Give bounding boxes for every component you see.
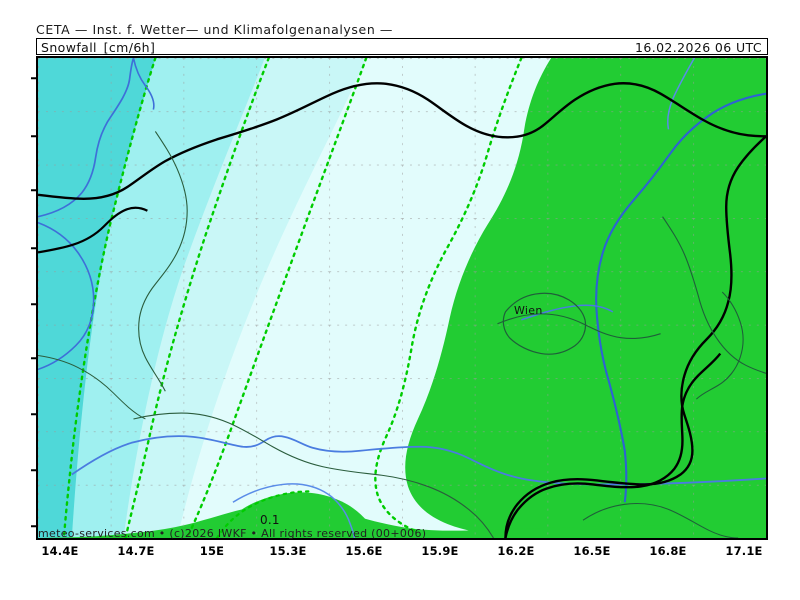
snowfall-map-svg: [38, 58, 766, 538]
parameter-bar: Snowfall_[cm/6h] 16.02.2026 06 UTC: [36, 38, 768, 55]
border-state-west: [38, 206, 148, 254]
x-tick-label-16.5E: 16.5E: [573, 544, 611, 558]
river-branch-nw: [132, 58, 155, 110]
city-label-wien: Wien: [514, 304, 543, 317]
x-tick-label-17.1E: 17.1E: [725, 544, 763, 558]
border-regional-wien: [502, 292, 587, 355]
institute-title: CETA — Inst. f. Wetter— und Klimafolgena…: [36, 22, 394, 37]
border-national-east: [504, 135, 766, 538]
border-regional-sw: [38, 355, 146, 420]
y-tick-mark-4: [31, 303, 36, 305]
y-tick-mark-8: [31, 525, 36, 527]
border-regional-south: [133, 412, 494, 538]
graticule-grid: [38, 58, 766, 538]
river-danube-main: [71, 435, 766, 486]
x-tick-label-16.2E: 16.2E: [497, 544, 535, 558]
y-tick-mark-7: [31, 469, 36, 471]
x-tick-label-14.4E: 14.4E: [41, 544, 79, 558]
border-national-north: [38, 82, 766, 201]
contour-line-0-1: [374, 58, 523, 534]
copyright-credit: meteo-services.com • (c)2026 IWKF • All …: [38, 527, 427, 540]
border-regional-ne: [662, 216, 766, 374]
x-tick-label-15.3E: 15.3E: [269, 544, 307, 558]
river-south-tributary: [232, 483, 356, 538]
contour-value-label-1: 0.1: [260, 513, 280, 527]
river-loop-left: [38, 221, 95, 371]
y-tick-mark-3: [31, 247, 36, 249]
y-tick-mark-1: [31, 135, 36, 137]
river-wien-branch: [521, 304, 614, 321]
parameter-label: Snowfall_[cm/6h]: [41, 40, 156, 55]
border-regional-east: [497, 313, 661, 339]
map-plot-area[interactable]: Wien 0.1 0.1: [36, 56, 768, 540]
y-tick-mark-6: [31, 413, 36, 415]
border-regional-south-strip: [582, 502, 739, 538]
x-tick-label-15E: 15E: [199, 544, 225, 558]
border-regional-nw: [138, 131, 188, 392]
border-national-southeast: [504, 352, 722, 538]
border-regional-se-pocket: [695, 291, 744, 400]
x-tick-label-15.6E: 15.6E: [345, 544, 383, 558]
river-danube-east: [595, 92, 766, 503]
contour-line-dome: [215, 490, 310, 538]
x-tick-label-14.7E: 14.7E: [117, 544, 155, 558]
contour-line-1-0: [124, 58, 270, 538]
contour-line-0-5: [185, 58, 368, 538]
x-tick-label-16.8E: 16.8E: [649, 544, 687, 558]
river-donau-west: [38, 58, 135, 218]
valid-datetime-label: 16.02.2026 06 UTC: [634, 40, 762, 55]
contour-value-label-2: 0.1: [442, 536, 462, 538]
x-tick-label-15.9E: 15.9E: [421, 544, 459, 558]
y-tick-mark-5: [31, 357, 36, 359]
y-tick-mark-2: [31, 189, 36, 191]
y-tick-mark-0: [31, 77, 36, 79]
